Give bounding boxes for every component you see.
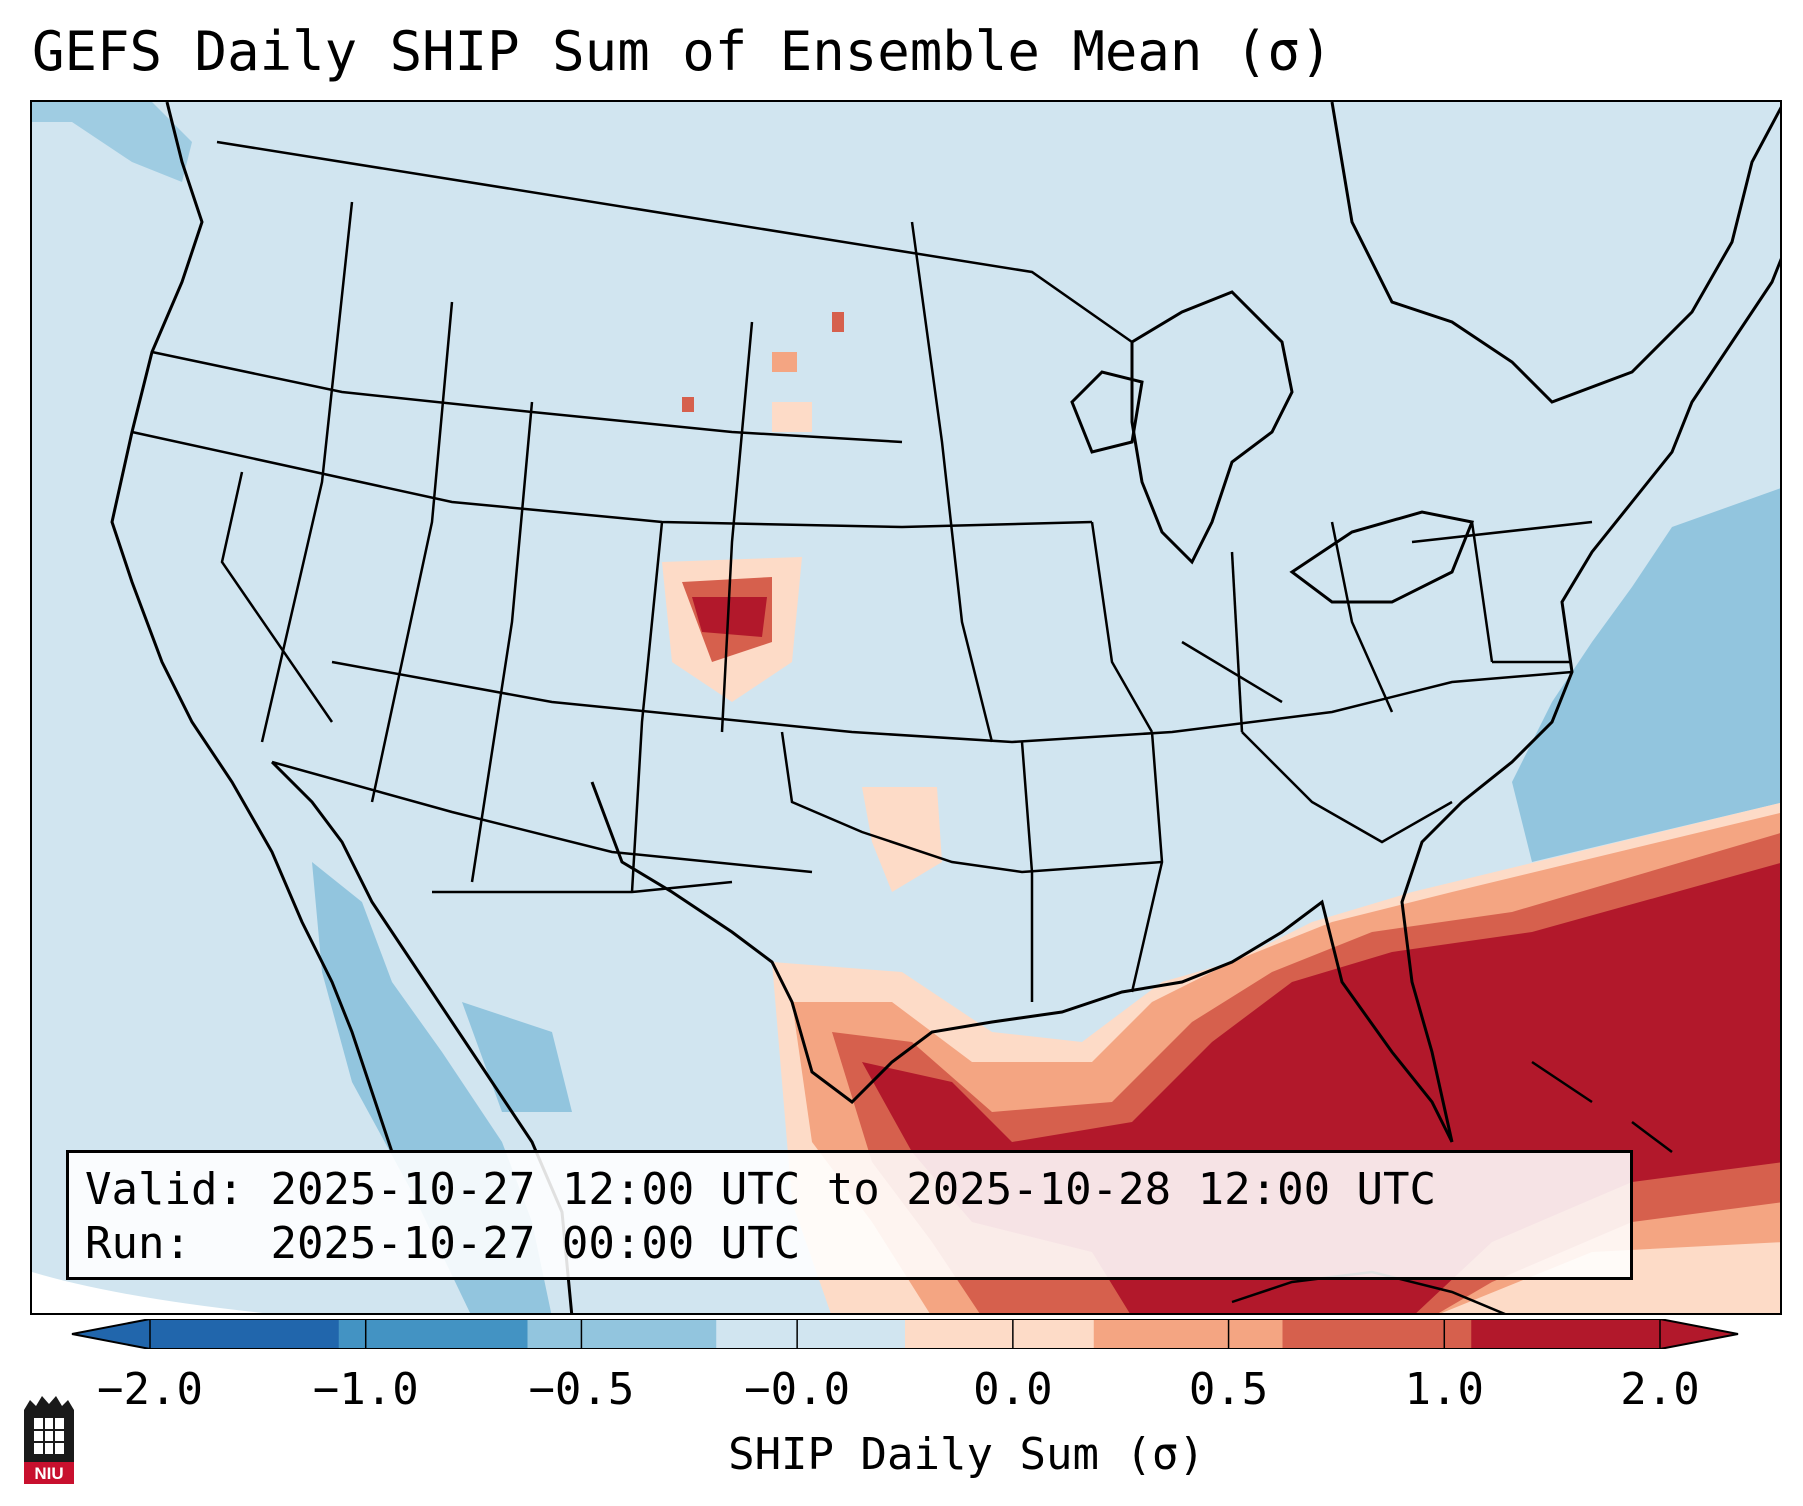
colorbar-outline — [71, 1319, 1739, 1349]
run-value: 2025-10-27 00:00 UTC — [270, 1218, 801, 1269]
atlantic-negative-region — [1512, 488, 1780, 862]
colorbar-extend-low — [72, 1319, 150, 1349]
colorbar-tick-label: −0.5 — [528, 1364, 635, 1415]
logo-text: NIU — [34, 1464, 63, 1483]
run-line: Run: 2025-10-27 00:00 UTC — [85, 1217, 1614, 1271]
colorbar-segment — [1282, 1319, 1472, 1349]
colorbar-extend-high — [1660, 1319, 1738, 1349]
niu-logo-icon: NIU — [24, 1396, 74, 1484]
colorbar-label: SHIP Daily Sum (σ) — [728, 1429, 1205, 1480]
colorbar-segment — [1471, 1319, 1661, 1349]
valid-line: Valid: 2025-10-27 12:00 UTC to 2025-10-2… — [85, 1163, 1614, 1217]
colorbar-tick-label: 0.5 — [1188, 1364, 1269, 1415]
valid-value: 2025-10-27 12:00 UTC to 2025-10-28 12:00… — [270, 1164, 1437, 1215]
colorbar-segment — [716, 1319, 906, 1349]
colorbar-tick-label: −0.0 — [744, 1364, 851, 1415]
map-title: GEFS Daily SHIP Sum of Ensemble Mean (σ) — [32, 20, 1333, 83]
validity-info-box: Valid: 2025-10-27 12:00 UTC to 2025-10-2… — [66, 1150, 1633, 1280]
colorbar-segment — [527, 1319, 717, 1349]
colorbar-tick-label: 0.0 — [973, 1364, 1053, 1415]
colorbar-tick-label: 2.0 — [1620, 1364, 1700, 1415]
colorbar-segment — [150, 1319, 340, 1349]
colorbar-segment — [338, 1319, 528, 1349]
colorbar — [71, 1319, 1739, 1349]
dakota-positive-cell-2 — [772, 352, 797, 372]
colorbar-segment — [905, 1319, 1095, 1349]
colorbar-tick-label: −1.0 — [312, 1364, 419, 1415]
colorado-positive-high — [692, 597, 767, 637]
colorbar-tick-label: 1.0 — [1404, 1364, 1485, 1415]
colorbar-tick-label: −2.0 — [97, 1364, 203, 1415]
colorbar-segment — [1093, 1319, 1283, 1349]
map-panel — [30, 100, 1782, 1315]
dakota-positive-cell-3 — [772, 402, 812, 432]
run-label: Run: — [85, 1218, 191, 1269]
texas-positive-light — [862, 787, 942, 892]
valid-label: Valid: — [85, 1164, 244, 1215]
dakota-positive-cell-4 — [682, 397, 694, 412]
pacific-negative-region — [32, 102, 192, 182]
map-canvas — [32, 102, 1780, 1313]
dakota-positive-cell — [832, 312, 844, 332]
state-borders — [131, 140, 1593, 1002]
mexico-negative-region-2 — [462, 1002, 572, 1112]
